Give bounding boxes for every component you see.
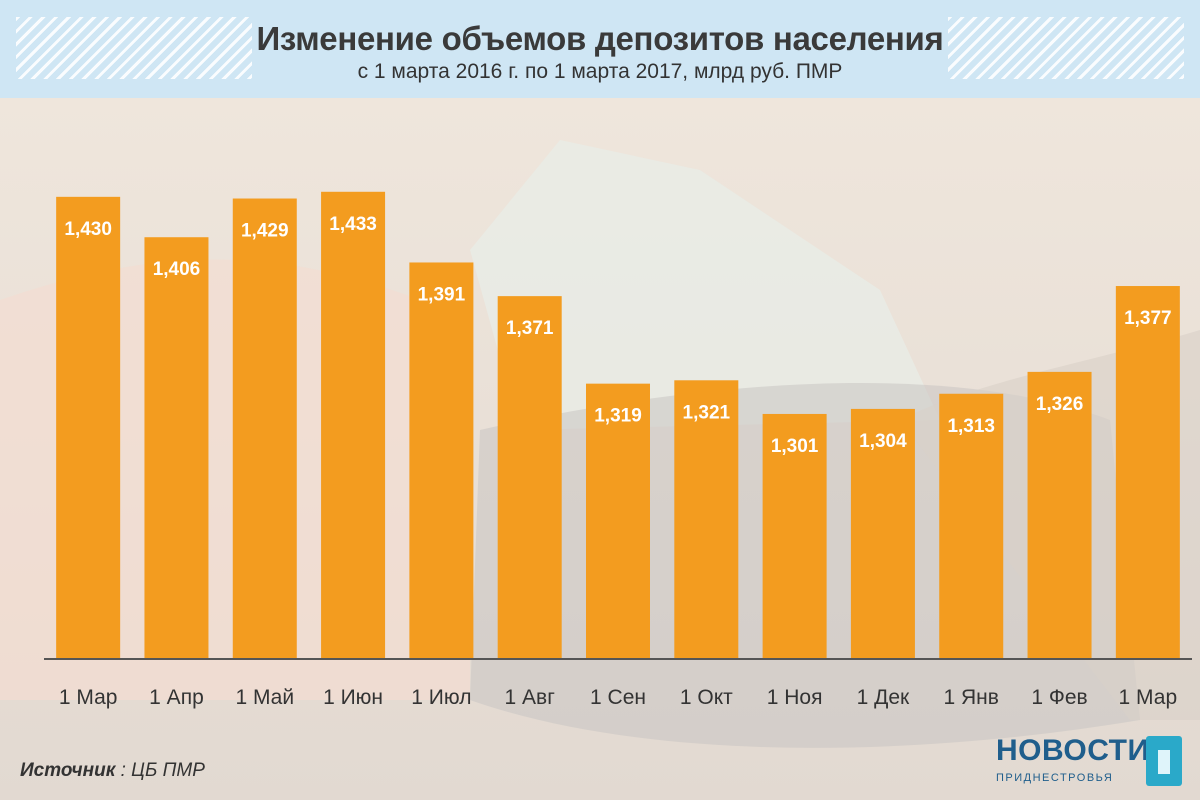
x-tick-label-13: 1 Мар <box>1119 686 1178 709</box>
bar-value-label-12: 1,326 <box>1036 394 1084 415</box>
bar-value-label-2: 1,406 <box>153 259 201 280</box>
header-hatch-left <box>16 17 252 79</box>
x-tick-label-2: 1 Апр <box>149 686 204 709</box>
bar-2 <box>144 237 209 659</box>
bar-13 <box>1115 286 1180 658</box>
bar-value-label-11: 1,313 <box>947 416 995 437</box>
bar-value-label-9: 1,301 <box>771 436 819 457</box>
bar-6 <box>497 296 562 658</box>
x-tick-label-12: 1 Фев <box>1031 686 1087 709</box>
bar-value-label-8: 1,321 <box>683 402 731 423</box>
news-logo: НОВОСТИ ПРИДНЕСТРОВЬЯ <box>996 734 1192 790</box>
x-tick-label-11: 1 Янв <box>944 686 999 709</box>
bar-value-label-4: 1,433 <box>329 214 377 235</box>
header-band: Изменение объемов депозитов населения с … <box>0 0 1200 98</box>
x-tick-label-3: 1 Май <box>235 686 294 709</box>
bar-value-label-10: 1,304 <box>859 431 907 452</box>
bar-11 <box>939 393 1004 658</box>
logo-main-text: НОВОСТИ <box>996 734 1150 767</box>
x-tick-label-4: 1 Июн <box>323 686 383 709</box>
bar-8 <box>674 380 739 658</box>
bar-7 <box>586 383 650 658</box>
bar-12 <box>1027 371 1092 658</box>
x-tick-label-7: 1 Сен <box>590 686 646 709</box>
bar-4 <box>321 191 386 659</box>
bar-value-label-13: 1,377 <box>1124 308 1172 329</box>
source-value: : ЦБ ПМР <box>120 760 205 781</box>
logo-sub-text: ПРИДНЕСТРОВЬЯ <box>996 772 1114 784</box>
bar-5 <box>409 262 474 658</box>
x-tick-label-6: 1 Авг <box>505 686 556 709</box>
x-tick-label-9: 1 Ноя <box>767 686 823 709</box>
bar-value-label-5: 1,391 <box>418 284 466 305</box>
header-hatch-right <box>948 17 1184 79</box>
source-note: Источник : ЦБ ПМР <box>20 760 205 782</box>
x-tick-label-10: 1 Дек <box>857 686 910 709</box>
bar-9 <box>762 413 827 658</box>
x-tick-label-8: 1 Окт <box>680 686 733 709</box>
source-label: Источник <box>20 760 116 781</box>
x-tick-label-1: 1 Мар <box>59 686 118 709</box>
bar-value-label-6: 1,371 <box>506 318 554 339</box>
logo-mark-icon <box>1146 736 1182 786</box>
chart-title: Изменение объемов депозитов населения <box>256 20 944 57</box>
bar-10 <box>850 408 915 658</box>
bar-value-label-1: 1,430 <box>64 219 112 240</box>
bar-1 <box>56 196 121 658</box>
chart-subtitle: с 1 марта 2016 г. по 1 марта 2017, млрд … <box>357 60 843 83</box>
bar-value-label-7: 1,319 <box>594 406 642 427</box>
x-tick-label-5: 1 Июл <box>411 686 471 709</box>
bar-3 <box>232 198 297 658</box>
bar-value-label-3: 1,429 <box>241 221 289 242</box>
